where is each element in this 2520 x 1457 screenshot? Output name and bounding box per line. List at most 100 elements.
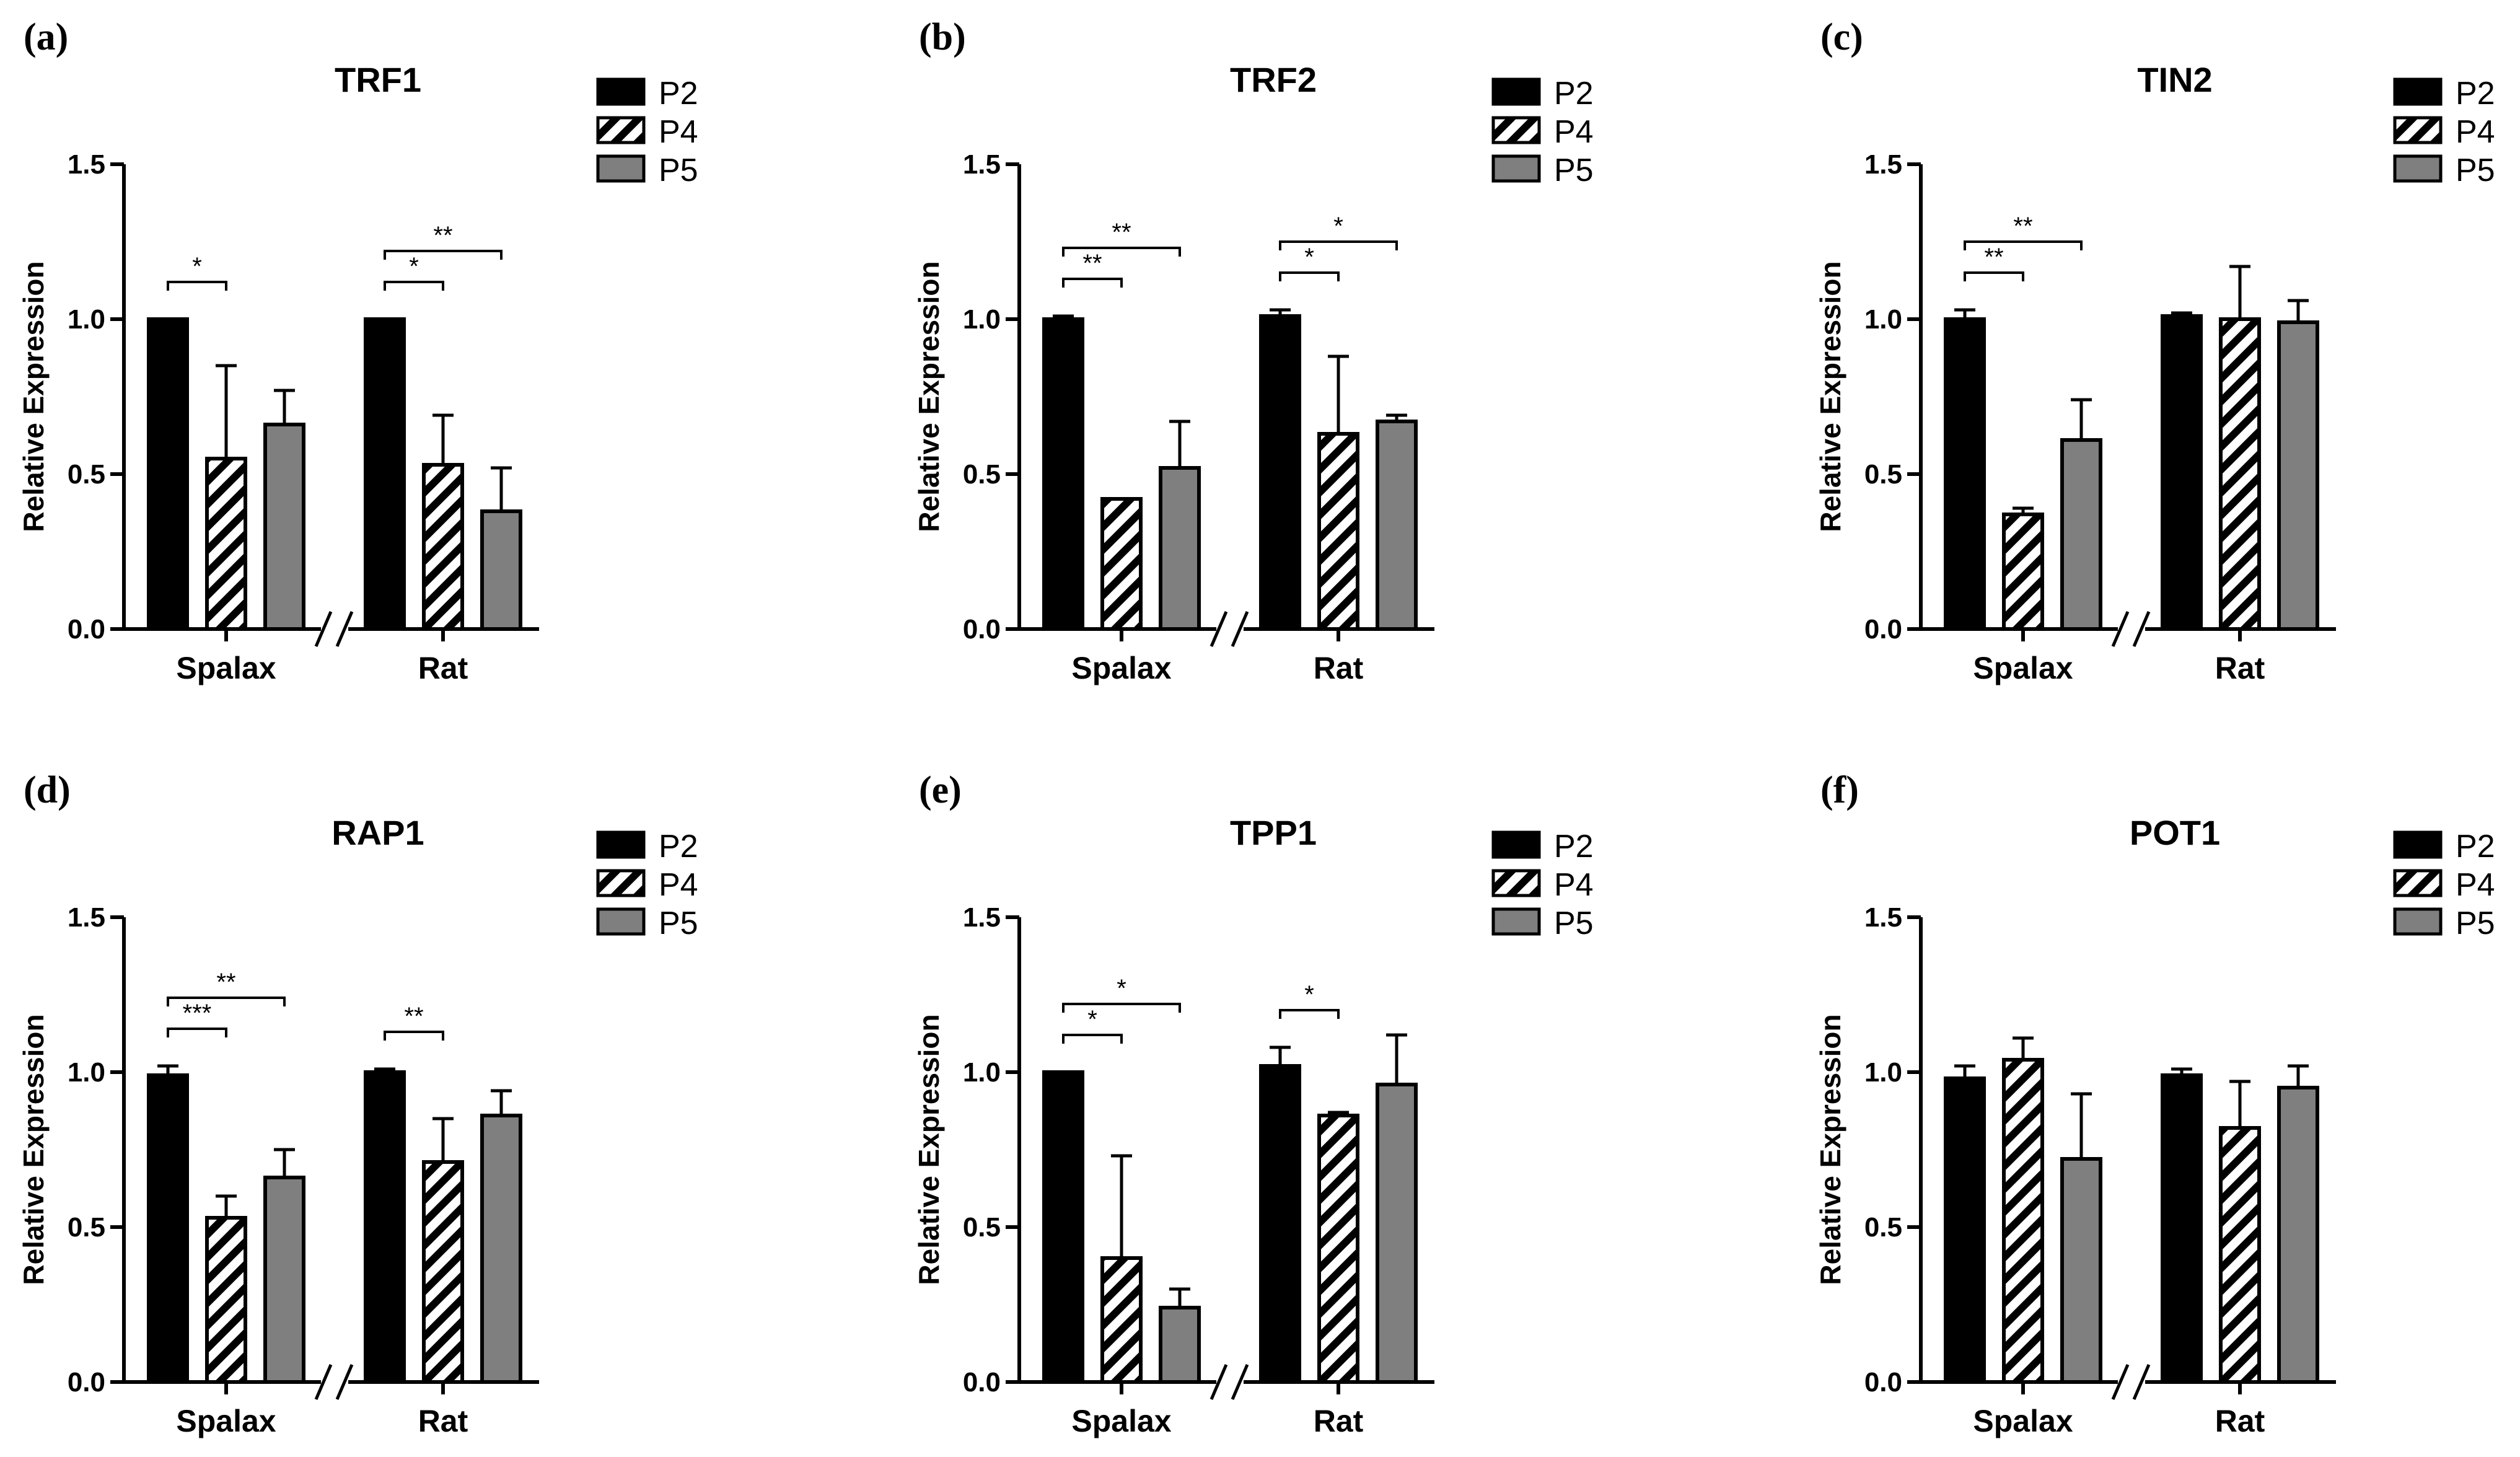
group-label-rat: Rat bbox=[1314, 1404, 1364, 1438]
chart-title: TIN2 bbox=[2137, 60, 2212, 99]
significance-bracket bbox=[167, 997, 286, 1006]
legend-label-p5: P5 bbox=[2456, 152, 2495, 188]
significance-bracket bbox=[1062, 278, 1123, 288]
chart-title: POT1 bbox=[2130, 813, 2220, 852]
panel-letter: (e) bbox=[919, 769, 962, 811]
chart-title: TRF1 bbox=[335, 60, 421, 99]
panel-f: (f) POT1 0.0 0.5 1.0 1.5 Relative Expression Sp… bbox=[1814, 769, 2495, 1438]
significance-bracket bbox=[1279, 271, 1340, 281]
significance-label: * bbox=[192, 253, 202, 280]
significance-label: ** bbox=[1984, 244, 2003, 271]
legend-swatch-p4 bbox=[596, 116, 646, 144]
significance-label: ** bbox=[404, 1003, 423, 1030]
y-tick-label: 1.0 bbox=[1864, 304, 1902, 335]
chart-title: TPP1 bbox=[1230, 813, 1317, 852]
bar-p4-rat bbox=[2219, 317, 2261, 631]
panel-e: (e) TPP1 0.0 0.5 1.0 1.5 Relative Expression Sp… bbox=[913, 769, 1594, 1438]
legend-swatch-p2 bbox=[2393, 77, 2443, 106]
legend-label-p5: P5 bbox=[1554, 152, 1594, 188]
axis-break-mark bbox=[314, 1364, 333, 1400]
y-tick-label: 1.0 bbox=[963, 304, 1001, 335]
legend-swatch-p2 bbox=[596, 830, 646, 859]
y-axis-label: Relative Expression bbox=[1814, 261, 1846, 532]
significance-label: ** bbox=[1082, 250, 1102, 277]
legend-swatch-p4 bbox=[596, 869, 646, 897]
y-tick-label: 0.0 bbox=[1864, 1367, 1902, 1398]
y-tick-label: 1.5 bbox=[963, 149, 1001, 180]
bar-p2-spalax bbox=[1944, 317, 1986, 631]
legend-swatch-p5 bbox=[1491, 154, 1541, 183]
legend-label-p5: P5 bbox=[659, 152, 698, 188]
axis-break-mark bbox=[1210, 1364, 1228, 1400]
group-label-rat: Rat bbox=[2215, 1404, 2265, 1438]
bar-p5-spalax bbox=[2060, 438, 2102, 631]
group-label-spalax: Spalax bbox=[1071, 1404, 1171, 1438]
significance-label: ** bbox=[1112, 219, 1131, 246]
bar-p2-rat bbox=[1259, 1064, 1301, 1384]
bar-p4-rat bbox=[422, 463, 464, 631]
bar-p2-rat bbox=[364, 317, 406, 631]
significance-bracket bbox=[1062, 1003, 1181, 1013]
significance-bracket bbox=[1964, 240, 2083, 250]
bar-p2-spalax bbox=[147, 317, 189, 631]
panel-letter: (c) bbox=[1820, 16, 1863, 58]
legend-swatch-p2 bbox=[1491, 830, 1541, 859]
legend-swatch-p5 bbox=[2393, 907, 2443, 936]
bar-p5-spalax bbox=[263, 1176, 305, 1384]
bar-p2-spalax bbox=[1042, 1070, 1084, 1384]
y-tick-label: 1.0 bbox=[68, 1057, 105, 1088]
y-tick-label: 0.0 bbox=[963, 1367, 1001, 1398]
legend-swatch-p5 bbox=[596, 907, 646, 936]
legend-label-p4: P4 bbox=[1554, 867, 1594, 903]
bar-p4-spalax bbox=[1100, 1256, 1143, 1384]
legend-label-p4: P4 bbox=[1554, 114, 1594, 150]
significance-label: * bbox=[1304, 244, 1314, 271]
significance-label: ** bbox=[2013, 213, 2032, 240]
y-tick-label: 0.5 bbox=[68, 1212, 105, 1243]
significance-label: ** bbox=[216, 969, 235, 996]
legend-label-p4: P4 bbox=[2456, 114, 2495, 150]
bar-p5-rat bbox=[1376, 1083, 1418, 1384]
bar-p5-spalax bbox=[263, 423, 305, 631]
legend-label-p2: P2 bbox=[659, 76, 698, 112]
bar-p4-rat bbox=[1317, 1114, 1359, 1384]
axis-break-mark bbox=[335, 611, 354, 647]
bar-p2-rat bbox=[2161, 1073, 2203, 1384]
panel-d: (d) RAP1 0.0 0.5 1.0 1.5 Relative Expression Sp… bbox=[17, 769, 698, 1438]
significance-bracket bbox=[1062, 1034, 1123, 1044]
panel-a: (a) TRF1 0.0 0.5 1.0 1.5 Relative Expression Sp… bbox=[17, 16, 698, 685]
legend-swatch-p4 bbox=[2393, 869, 2443, 897]
significance-bracket bbox=[384, 250, 503, 260]
group-label-spalax: Spalax bbox=[176, 1404, 276, 1438]
significance-bracket bbox=[167, 281, 227, 291]
legend-label-p4: P4 bbox=[2456, 867, 2495, 903]
panel-letter: (a) bbox=[24, 16, 68, 58]
y-tick-label: 1.0 bbox=[963, 1057, 1001, 1088]
bar-p2-rat bbox=[2161, 314, 2203, 631]
chart-title: RAP1 bbox=[331, 813, 424, 852]
y-tick-label: 0.5 bbox=[1864, 1212, 1902, 1243]
panel-letter: (d) bbox=[24, 769, 71, 811]
bar-p2-rat bbox=[1259, 314, 1301, 631]
group-label-rat: Rat bbox=[2215, 651, 2265, 685]
bar-p5-spalax bbox=[2060, 1157, 2102, 1384]
y-tick-label: 1.5 bbox=[68, 902, 105, 933]
legend-label-p2: P2 bbox=[2456, 829, 2495, 865]
bar-p4-rat bbox=[422, 1160, 464, 1384]
y-tick-label: 1.5 bbox=[1864, 902, 1902, 933]
axis-break-mark bbox=[1231, 611, 1249, 647]
y-tick-label: 0.5 bbox=[963, 1212, 1001, 1243]
legend-swatch-p5 bbox=[1491, 907, 1541, 936]
axis-break-mark bbox=[1231, 1364, 1249, 1400]
significance-label: * bbox=[1117, 975, 1126, 1002]
y-tick-label: 0.5 bbox=[1864, 459, 1902, 490]
axis-break-mark bbox=[2132, 1364, 2151, 1400]
bar-p4-spalax bbox=[2002, 513, 2044, 631]
y-tick-label: 0.0 bbox=[963, 614, 1001, 645]
y-tick-label: 1.0 bbox=[68, 304, 105, 335]
legend-swatch-p5 bbox=[2393, 154, 2443, 183]
significance-bracket bbox=[384, 281, 444, 291]
significance-bracket bbox=[1062, 247, 1181, 257]
legend-swatch-p2 bbox=[596, 77, 646, 106]
